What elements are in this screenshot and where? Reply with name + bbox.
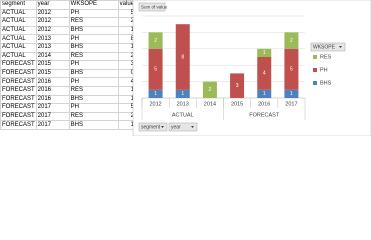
x-tick-label: 2017	[285, 101, 297, 107]
bar-segment	[175, 24, 190, 90]
data-label: 4	[263, 71, 266, 77]
bar-segment	[202, 81, 217, 98]
x-tick-label: 2015	[231, 101, 243, 107]
bar-segment	[284, 32, 299, 49]
bar-segment	[284, 89, 299, 98]
data-label: 5	[290, 67, 293, 73]
data-label: 2	[209, 87, 212, 93]
data-label: 1	[181, 91, 184, 97]
bar-segment	[230, 73, 245, 98]
data-label: 1	[263, 91, 266, 97]
legend-label: PH	[320, 67, 328, 73]
data-label: 8	[181, 54, 184, 60]
legend-field-button[interactable]	[310, 42, 346, 52]
table-row: ACTUAL 2014 RES 2	[0, 51, 137, 62]
bar-segment	[284, 48, 299, 90]
data-label: 2	[290, 38, 293, 44]
table-row: FORECAST 2017 BHS 1	[0, 120, 137, 130]
x-tick-label: 2012	[149, 101, 161, 107]
field-button[interactable]	[138, 2, 166, 12]
x-tick-label: 2014	[204, 101, 216, 107]
data-label: 5	[154, 67, 157, 73]
legend-swatch	[313, 55, 317, 59]
dropdown-arrow	[339, 46, 342, 48]
data-label: 3	[236, 83, 239, 89]
bar-segment	[148, 32, 163, 49]
bar-segment	[148, 48, 163, 90]
group-label: FORECAST	[249, 112, 280, 118]
table-row: FORECAST 2015 PH 3	[0, 60, 137, 70]
data-label: 1	[263, 50, 266, 56]
x-tick-label: 2013	[177, 101, 189, 107]
x-tick-label: 2016	[258, 101, 270, 107]
bar-segment	[257, 89, 272, 98]
filter-button[interactable]	[138, 122, 168, 132]
data-label: 1	[154, 91, 157, 97]
bar-segment	[257, 57, 272, 90]
filter-label[interactable]: year	[171, 125, 181, 131]
dropdown-arrow	[161, 126, 164, 128]
data-label: 1	[290, 91, 293, 97]
table-row: FORECAST 2017 PH 5	[0, 103, 137, 113]
legend-title[interactable]: WKSOPE	[313, 45, 336, 51]
data-table: segment year WKSOPE value ACTUAL 2012 PH 5 ACTUA…	[0, 0, 137, 130]
chart: Sum of value WKSOPE 2012 2013 2014 2015 2016…	[132, 0, 371, 136]
bar-segment	[175, 89, 190, 98]
bar-segment	[257, 48, 272, 57]
chart-frame	[132, 0, 371, 136]
group-label: ACTUAL	[172, 112, 194, 118]
header-row: segment year WKSOPE value	[0, 0, 137, 10]
dropdown-arrow	[191, 126, 194, 128]
legend-label: BHS	[320, 80, 332, 86]
value-field-label[interactable]: Sum of value	[141, 4, 168, 9]
legend-swatch	[313, 81, 317, 85]
filter-button[interactable]	[168, 122, 198, 132]
screen: segment year WKSOPE value ACTUAL 2012 PH 5 ACTUA…	[0, 0, 371, 136]
filter-label[interactable]: segment	[141, 125, 161, 131]
bar-segment	[148, 89, 163, 98]
legend-swatch	[313, 68, 317, 72]
legend-label: RES	[320, 54, 332, 60]
data-label: 2	[154, 38, 157, 44]
